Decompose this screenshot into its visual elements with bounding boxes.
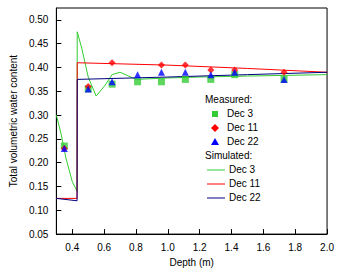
svg-text:0.50: 0.50 (29, 14, 49, 25)
svg-text:Dec 22: Dec 22 (229, 192, 261, 203)
svg-text:0.05: 0.05 (29, 229, 49, 240)
svg-text:Dec 11: Dec 11 (229, 178, 260, 189)
svg-text:0.15: 0.15 (29, 181, 49, 192)
svg-text:1.4: 1.4 (225, 242, 239, 253)
svg-text:0.40: 0.40 (29, 62, 49, 73)
svg-text:1.2: 1.2 (193, 242, 207, 253)
svg-text:0.30: 0.30 (29, 110, 49, 121)
svg-text:2.0: 2.0 (320, 242, 334, 253)
svg-text:Dec 3: Dec 3 (229, 164, 256, 175)
svg-text:Simulated:: Simulated: (205, 150, 252, 161)
svg-text:1.6: 1.6 (256, 242, 270, 253)
svg-text:0.45: 0.45 (29, 38, 49, 49)
svg-text:0.6: 0.6 (97, 242, 111, 253)
svg-text:0.25: 0.25 (29, 133, 49, 144)
svg-text:Measured:: Measured: (205, 94, 252, 105)
svg-text:0.10: 0.10 (29, 205, 49, 216)
svg-text:0.20: 0.20 (29, 157, 49, 168)
svg-text:1.8: 1.8 (288, 242, 302, 253)
svg-text:0.8: 0.8 (129, 242, 143, 253)
svg-text:0.35: 0.35 (29, 86, 49, 97)
svg-text:Dec 22: Dec 22 (227, 136, 259, 147)
svg-text:Dec 11: Dec 11 (227, 122, 258, 133)
svg-text:0.4: 0.4 (65, 242, 79, 253)
svg-text:Dec 3: Dec 3 (227, 108, 254, 119)
svg-text:1.0: 1.0 (161, 242, 175, 253)
svg-text:Depth (m): Depth (m) (169, 257, 213, 268)
svg-text:Total volumetric water content: Total volumetric water content (8, 55, 19, 188)
